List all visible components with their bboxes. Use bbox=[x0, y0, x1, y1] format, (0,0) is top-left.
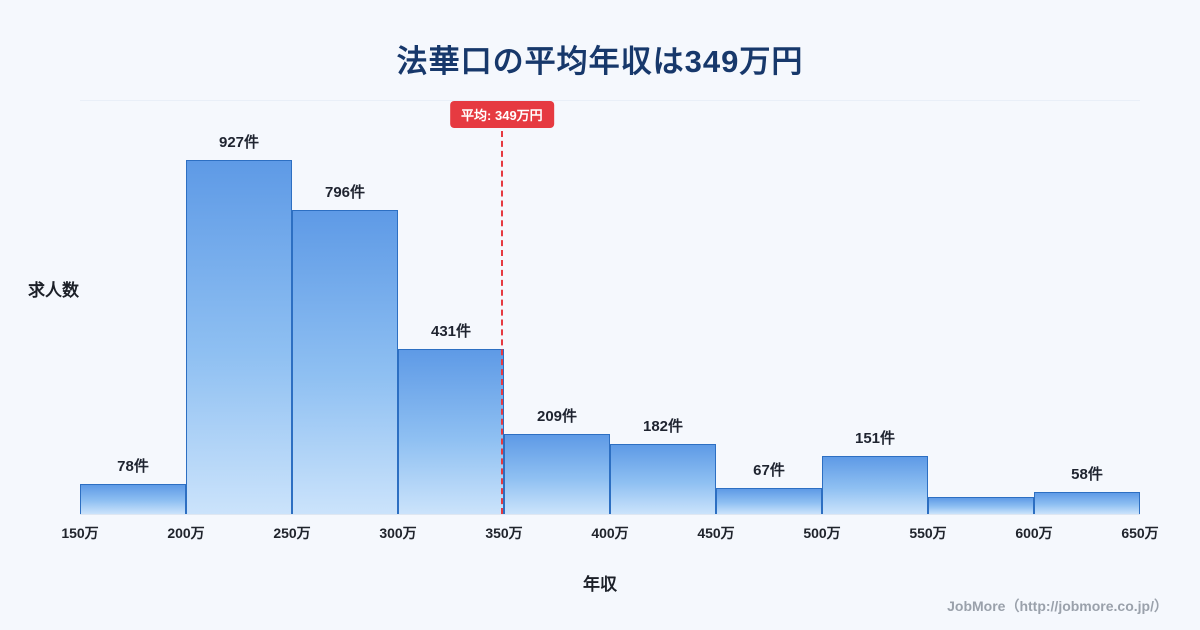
bar-count-label: 78件 bbox=[117, 458, 149, 476]
histogram-bar bbox=[292, 209, 398, 514]
histogram-bar bbox=[1034, 491, 1140, 514]
histogram-bar bbox=[716, 488, 822, 514]
x-tick-label: 200万 bbox=[167, 525, 205, 541]
y-axis-label: 求人数 bbox=[28, 281, 79, 300]
bar-count-label: 209件 bbox=[536, 408, 578, 426]
footer-credit: JobMore（http://jobmore.co.jp/） bbox=[947, 598, 1168, 614]
bar-count-label: 58件 bbox=[1071, 465, 1103, 483]
bar-count-label: 151件 bbox=[854, 430, 896, 448]
average-line bbox=[500, 131, 503, 514]
x-tick-label: 150万 bbox=[61, 525, 99, 541]
histogram-bar bbox=[398, 349, 504, 514]
histogram-bar bbox=[80, 484, 186, 514]
x-tick-label: 650万 bbox=[1121, 525, 1159, 541]
x-tick-label: 600万 bbox=[1015, 525, 1053, 541]
bar-count-label: 431件 bbox=[430, 323, 472, 341]
x-tick-label: 400万 bbox=[591, 525, 629, 541]
average-badge: 平均: 349万円 bbox=[450, 101, 554, 128]
bar-count-label: 67件 bbox=[753, 462, 785, 480]
bar-count-label: 796件 bbox=[324, 183, 366, 201]
histogram-bar bbox=[504, 434, 610, 514]
x-axis-ticks: 150万 200万 250万 300万 350万 400万 450万 500万 550万 600万… bbox=[61, 523, 1158, 543]
x-tick-label: 550万 bbox=[909, 525, 947, 541]
x-tick-label: 300万 bbox=[379, 525, 417, 541]
histogram-bar bbox=[610, 444, 716, 514]
x-axis-label: 年収 bbox=[583, 575, 617, 594]
bar-count-label: 182件 bbox=[642, 418, 684, 436]
histogram-bar bbox=[186, 159, 292, 514]
histogram-bar bbox=[928, 496, 1034, 514]
x-tick-label: 350万 bbox=[485, 525, 523, 541]
plot-area: 平均: 349万円 78件 927件 796件 431件 209件 182件 67件 151件… bbox=[80, 100, 1140, 515]
x-tick-label: 500万 bbox=[803, 525, 841, 541]
histogram-bar bbox=[822, 456, 928, 514]
page-title: 法華口の平均年収は349万円 bbox=[396, 44, 804, 79]
x-tick-label: 450万 bbox=[697, 525, 735, 541]
bar-count-label: 927件 bbox=[218, 133, 260, 151]
x-tick-label: 250万 bbox=[273, 525, 311, 541]
